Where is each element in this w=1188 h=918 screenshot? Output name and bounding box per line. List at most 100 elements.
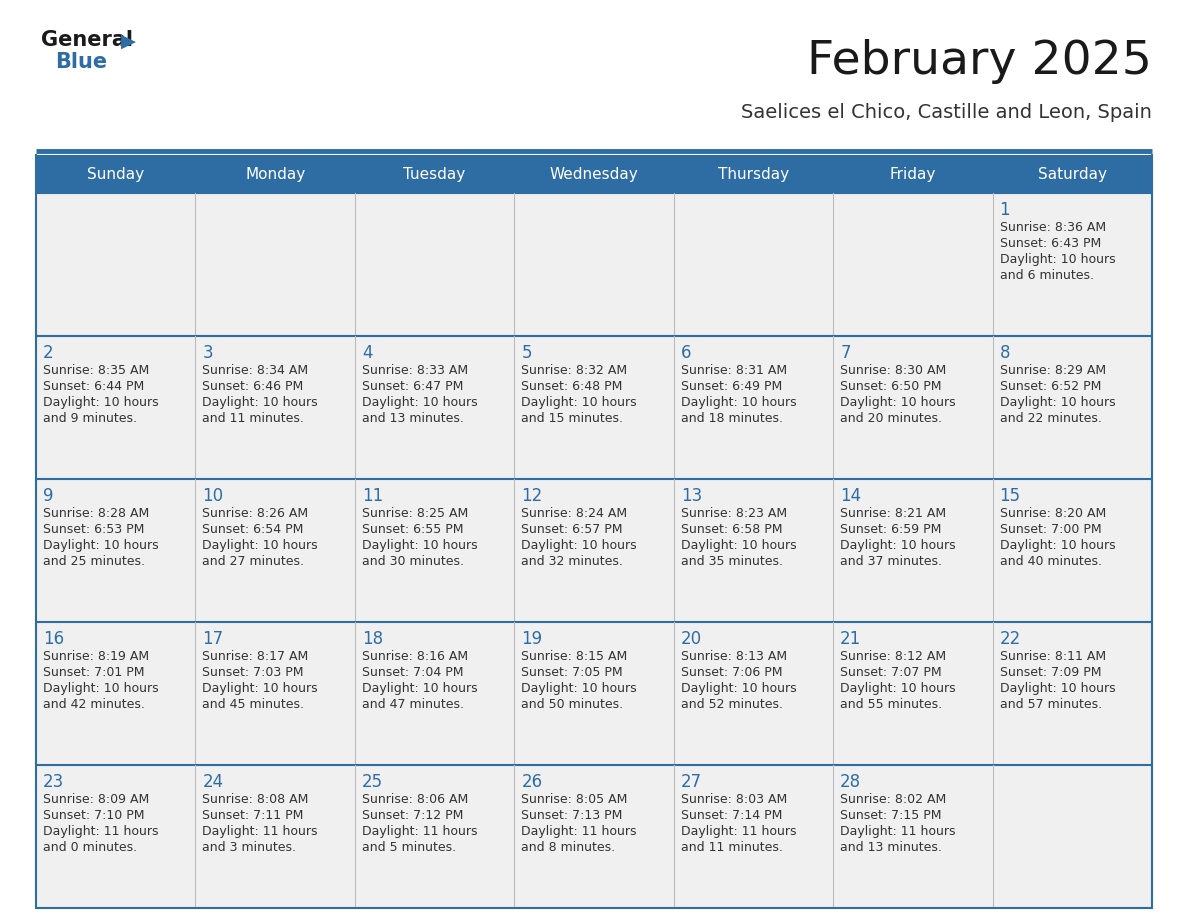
Bar [514, 336, 674, 479]
Text: Sunrise: 8:20 AM: Sunrise: 8:20 AM [999, 507, 1106, 520]
Text: Daylight: 10 hours: Daylight: 10 hours [681, 682, 796, 695]
Text: and 8 minutes.: and 8 minutes. [522, 841, 615, 854]
Text: Sunrise: 8:34 AM: Sunrise: 8:34 AM [202, 364, 309, 377]
Text: 15: 15 [999, 487, 1020, 505]
Text: Sunrise: 8:05 AM: Sunrise: 8:05 AM [522, 793, 627, 806]
Text: Sunset: 6:53 PM: Sunset: 6:53 PM [43, 523, 145, 536]
Text: and 37 minutes.: and 37 minutes. [840, 555, 942, 568]
Text: 20: 20 [681, 630, 702, 648]
Text: Daylight: 10 hours: Daylight: 10 hours [840, 682, 956, 695]
Text: Sunset: 7:13 PM: Sunset: 7:13 PM [522, 809, 623, 822]
Text: Wednesday: Wednesday [550, 166, 638, 182]
Text: Daylight: 11 hours: Daylight: 11 hours [522, 825, 637, 838]
Text: and 22 minutes.: and 22 minutes. [999, 412, 1101, 425]
Text: 19: 19 [522, 630, 543, 648]
Bar [992, 336, 1152, 479]
Text: Sunrise: 8:30 AM: Sunrise: 8:30 AM [840, 364, 947, 377]
Text: 22: 22 [999, 630, 1020, 648]
Text: Sunset: 7:03 PM: Sunset: 7:03 PM [202, 666, 304, 679]
Text: Sunset: 7:14 PM: Sunset: 7:14 PM [681, 809, 782, 822]
Text: Sunset: 6:55 PM: Sunset: 6:55 PM [362, 523, 463, 536]
Text: Sunrise: 8:17 AM: Sunrise: 8:17 AM [202, 650, 309, 663]
Bar [355, 479, 514, 622]
Text: and 0 minutes.: and 0 minutes. [43, 841, 137, 854]
Text: Sunrise: 8:23 AM: Sunrise: 8:23 AM [681, 507, 786, 520]
Text: ▶: ▶ [121, 32, 135, 51]
Text: Sunset: 6:54 PM: Sunset: 6:54 PM [202, 523, 304, 536]
Bar [514, 193, 674, 336]
Text: Daylight: 10 hours: Daylight: 10 hours [999, 396, 1116, 409]
Text: 13: 13 [681, 487, 702, 505]
Text: Sunrise: 8:19 AM: Sunrise: 8:19 AM [43, 650, 150, 663]
Bar [674, 336, 833, 479]
Bar [36, 155, 1152, 193]
Text: Sunrise: 8:12 AM: Sunrise: 8:12 AM [840, 650, 947, 663]
Text: Daylight: 11 hours: Daylight: 11 hours [681, 825, 796, 838]
Text: and 5 minutes.: and 5 minutes. [362, 841, 456, 854]
Bar [36, 479, 196, 622]
Text: 21: 21 [840, 630, 861, 648]
Text: Daylight: 10 hours: Daylight: 10 hours [522, 539, 637, 552]
Bar [196, 336, 355, 479]
Text: and 52 minutes.: and 52 minutes. [681, 698, 783, 711]
Text: Daylight: 11 hours: Daylight: 11 hours [840, 825, 955, 838]
Text: Daylight: 10 hours: Daylight: 10 hours [522, 396, 637, 409]
Text: Sunrise: 8:11 AM: Sunrise: 8:11 AM [999, 650, 1106, 663]
Text: 24: 24 [202, 773, 223, 791]
Text: and 30 minutes.: and 30 minutes. [362, 555, 463, 568]
Text: and 13 minutes.: and 13 minutes. [362, 412, 463, 425]
Text: 28: 28 [840, 773, 861, 791]
Text: Sunset: 6:44 PM: Sunset: 6:44 PM [43, 380, 144, 393]
Text: Daylight: 10 hours: Daylight: 10 hours [999, 682, 1116, 695]
Text: 1: 1 [999, 201, 1010, 219]
Text: Sunrise: 8:06 AM: Sunrise: 8:06 AM [362, 793, 468, 806]
Text: 26: 26 [522, 773, 543, 791]
Bar [514, 765, 674, 908]
Text: Daylight: 10 hours: Daylight: 10 hours [202, 682, 318, 695]
Text: Sunday: Sunday [87, 166, 144, 182]
Bar [36, 622, 196, 765]
Bar [355, 336, 514, 479]
Text: 12: 12 [522, 487, 543, 505]
Text: and 11 minutes.: and 11 minutes. [202, 412, 304, 425]
Text: Sunset: 6:43 PM: Sunset: 6:43 PM [999, 237, 1101, 250]
Bar [674, 622, 833, 765]
Text: Sunrise: 8:21 AM: Sunrise: 8:21 AM [840, 507, 947, 520]
Text: 8: 8 [999, 344, 1010, 362]
Text: Sunset: 7:01 PM: Sunset: 7:01 PM [43, 666, 145, 679]
Text: 25: 25 [362, 773, 383, 791]
Bar [196, 479, 355, 622]
Text: Daylight: 11 hours: Daylight: 11 hours [202, 825, 318, 838]
Text: 4: 4 [362, 344, 372, 362]
Text: February 2025: February 2025 [807, 39, 1152, 84]
Bar [674, 193, 833, 336]
Text: Sunrise: 8:31 AM: Sunrise: 8:31 AM [681, 364, 786, 377]
Text: and 9 minutes.: and 9 minutes. [43, 412, 137, 425]
Text: Daylight: 10 hours: Daylight: 10 hours [522, 682, 637, 695]
Text: Sunrise: 8:36 AM: Sunrise: 8:36 AM [999, 221, 1106, 234]
Text: and 6 minutes.: and 6 minutes. [999, 269, 1094, 282]
Text: Daylight: 10 hours: Daylight: 10 hours [362, 539, 478, 552]
Text: 23: 23 [43, 773, 64, 791]
Bar [833, 336, 992, 479]
Bar [355, 622, 514, 765]
Text: and 35 minutes.: and 35 minutes. [681, 555, 783, 568]
Text: Sunrise: 8:09 AM: Sunrise: 8:09 AM [43, 793, 150, 806]
Bar [833, 193, 992, 336]
Text: and 45 minutes.: and 45 minutes. [202, 698, 304, 711]
Text: Saturday: Saturday [1038, 166, 1107, 182]
Text: Sunrise: 8:29 AM: Sunrise: 8:29 AM [999, 364, 1106, 377]
Text: Sunset: 6:49 PM: Sunset: 6:49 PM [681, 380, 782, 393]
Bar [833, 765, 992, 908]
Text: and 13 minutes.: and 13 minutes. [840, 841, 942, 854]
Bar [36, 765, 196, 908]
Text: 5: 5 [522, 344, 532, 362]
Text: Friday: Friday [890, 166, 936, 182]
Text: Daylight: 11 hours: Daylight: 11 hours [362, 825, 478, 838]
Text: Sunrise: 8:16 AM: Sunrise: 8:16 AM [362, 650, 468, 663]
Text: and 15 minutes.: and 15 minutes. [522, 412, 624, 425]
Text: Daylight: 10 hours: Daylight: 10 hours [202, 396, 318, 409]
Bar [196, 622, 355, 765]
Bar [992, 193, 1152, 336]
Text: Blue: Blue [55, 52, 107, 72]
